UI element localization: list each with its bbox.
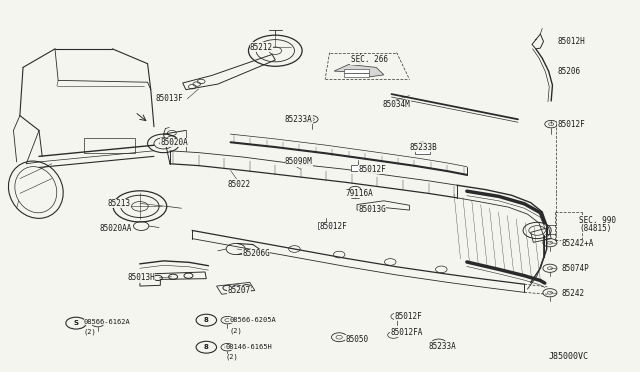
Text: S: S xyxy=(74,320,79,326)
Text: 85242: 85242 xyxy=(561,289,584,298)
Text: 08146-6165H: 08146-6165H xyxy=(225,344,272,350)
Text: 08566-6162A: 08566-6162A xyxy=(84,319,131,325)
Polygon shape xyxy=(334,64,384,77)
FancyBboxPatch shape xyxy=(344,73,369,77)
Text: 08566-6205A: 08566-6205A xyxy=(229,317,276,323)
FancyBboxPatch shape xyxy=(351,164,367,171)
Text: 85012F: 85012F xyxy=(557,121,586,129)
FancyBboxPatch shape xyxy=(415,148,431,154)
Text: 85020AA: 85020AA xyxy=(100,224,132,233)
Text: SEC. 990: SEC. 990 xyxy=(579,216,616,225)
Text: (2): (2) xyxy=(84,329,97,335)
Text: 85207: 85207 xyxy=(227,286,250,295)
Text: 79116A: 79116A xyxy=(346,189,373,198)
Text: 85012F: 85012F xyxy=(358,165,386,174)
Text: 85013H: 85013H xyxy=(127,273,155,282)
Text: 8: 8 xyxy=(204,344,209,350)
Text: (2): (2) xyxy=(229,327,242,334)
Text: 85012F: 85012F xyxy=(394,312,422,321)
Text: 85050: 85050 xyxy=(346,335,369,344)
Text: 85012FA: 85012FA xyxy=(390,328,422,337)
Text: 85233A: 85233A xyxy=(285,115,312,124)
FancyBboxPatch shape xyxy=(344,69,369,73)
Text: 85012F: 85012F xyxy=(320,222,348,231)
FancyBboxPatch shape xyxy=(318,222,334,229)
Text: 85013G: 85013G xyxy=(358,205,386,214)
Text: 85213: 85213 xyxy=(108,199,131,208)
Text: 85074P: 85074P xyxy=(561,264,589,273)
Text: 85242+A: 85242+A xyxy=(561,239,594,248)
Text: 85206: 85206 xyxy=(557,67,580,76)
Text: 85090M: 85090M xyxy=(285,157,312,166)
Text: 85034M: 85034M xyxy=(383,100,410,109)
Text: J85000VC: J85000VC xyxy=(548,352,589,361)
Text: (84815): (84815) xyxy=(579,224,612,233)
Text: 85012H: 85012H xyxy=(557,37,586,46)
Text: (2): (2) xyxy=(225,354,238,360)
Text: 85206G: 85206G xyxy=(242,249,270,258)
Text: 85233B: 85233B xyxy=(410,142,437,151)
Text: 85020A: 85020A xyxy=(161,138,188,147)
Text: 8: 8 xyxy=(204,317,209,323)
Text: SEC. 266: SEC. 266 xyxy=(351,55,388,64)
Text: 85233A: 85233A xyxy=(429,341,456,350)
Text: 85212: 85212 xyxy=(250,42,273,51)
Text: 85013F: 85013F xyxy=(156,94,183,103)
Text: 85022: 85022 xyxy=(227,180,250,189)
